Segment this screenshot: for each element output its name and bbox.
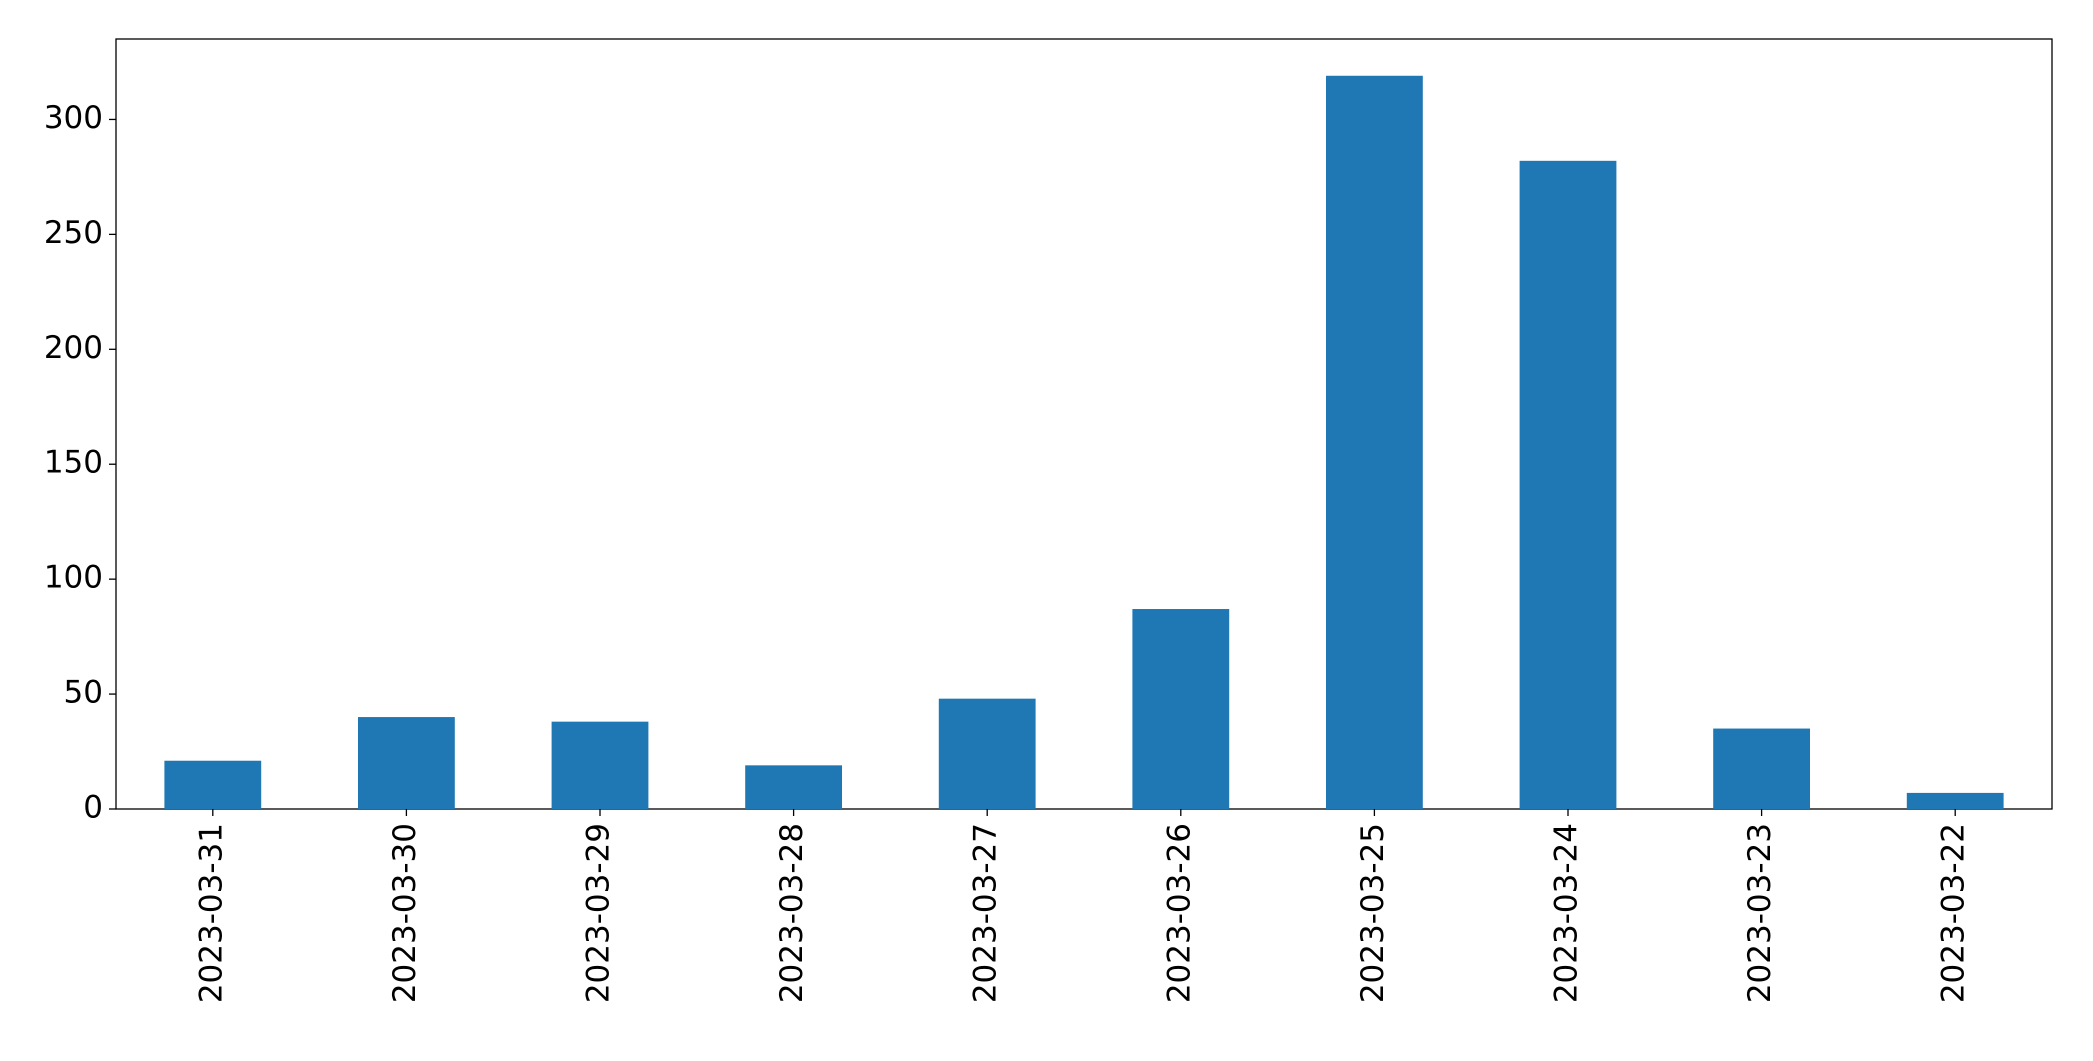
x-tick-label: 2023-03-30	[387, 823, 423, 1003]
bar	[1713, 728, 1810, 809]
x-tick-label: 2023-03-25	[1355, 823, 1391, 1003]
bar	[164, 760, 262, 809]
x-tick-label: 2023-03-22	[1936, 823, 1972, 1003]
x-tick-label: 2023-03-24	[1549, 823, 1585, 1003]
bar	[1132, 609, 1230, 809]
y-tick-label: 150	[44, 445, 103, 481]
bar	[551, 721, 649, 809]
x-tick-label: 2023-03-26	[1161, 823, 1197, 1003]
x-tick-label: 2023-03-27	[968, 823, 1004, 1003]
bar	[938, 698, 1036, 809]
bar	[1519, 160, 1617, 809]
bar	[745, 765, 842, 809]
x-tick-label: 2023-03-31	[193, 823, 229, 1003]
y-tick-label: 200	[44, 330, 103, 366]
y-tick-label: 300	[44, 100, 103, 136]
y-tick-label: 0	[83, 790, 103, 826]
y-tick-label: 250	[44, 215, 103, 251]
x-tick-label: 2023-03-28	[774, 823, 810, 1003]
x-tick-label: 2023-03-23	[1742, 823, 1778, 1003]
x-tick-label: 2023-03-29	[581, 823, 617, 1003]
bar	[358, 717, 455, 809]
axes-frame	[115, 38, 2053, 810]
bar	[1326, 75, 1423, 809]
y-tick-label: 100	[44, 560, 103, 596]
y-tick-label: 50	[64, 675, 103, 711]
bar	[1906, 792, 2004, 809]
